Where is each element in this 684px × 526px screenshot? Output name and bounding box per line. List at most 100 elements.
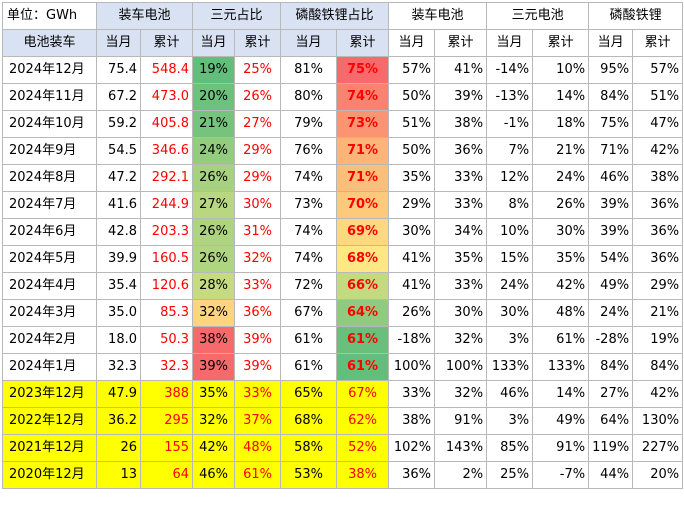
cell-installed-cumulative: 203.3 (139, 218, 194, 246)
cell-ternary-share-month: 38% (192, 326, 236, 354)
cell-installed-month: 47.9 (96, 380, 141, 408)
cell-installed-yoy-cumulative: 2% (434, 461, 488, 489)
cell-ternary-share-month: 26% (192, 245, 236, 273)
cell-lfp-share-month: 80% (280, 83, 338, 111)
cell-lfp-share-cumulative: 62% (336, 407, 390, 435)
cell-installed-month: 35.0 (96, 299, 141, 327)
row-date: 2024年8月 (2, 164, 97, 192)
row-date: 2024年7月 (2, 191, 97, 219)
cell-lfp-share-cumulative: 64% (336, 299, 390, 327)
cell-ternary-yoy-cumulative: 26% (532, 191, 590, 219)
sub-header: 累计 (139, 29, 194, 57)
cell-installed-month: 32.3 (96, 353, 141, 381)
cell-installed-yoy-cumulative: 91% (434, 407, 488, 435)
cell-installed-cumulative: 405.8 (139, 110, 194, 138)
cell-lfp-share-cumulative: 52% (336, 434, 390, 462)
cell-lfp-share-month: 74% (280, 218, 338, 246)
cell-installed-cumulative: 85.3 (139, 299, 194, 327)
table-row: 2024年6月 42.8 203.3 26% 31% 74% 69% 30% 34% 10% 30%… (2, 218, 684, 246)
cell-lfp-yoy-month: 64% (588, 407, 634, 435)
cell-installed-month: 36.2 (96, 407, 141, 435)
cell-lfp-share-month: 79% (280, 110, 338, 138)
table-row: 2021年12月 26 155 42% 48% 58% 52% 102% 143% 85% 91% 1… (2, 434, 684, 462)
row-date: 2023年12月 (2, 380, 97, 408)
cell-ternary-yoy-month: -1% (486, 110, 534, 138)
cell-ternary-yoy-cumulative: 24% (532, 164, 590, 192)
cell-ternary-yoy-month: 46% (486, 380, 534, 408)
cell-installed-cumulative: 32.3 (139, 353, 194, 381)
cell-ternary-yoy-cumulative: 14% (532, 83, 590, 111)
cell-installed-yoy-month: 38% (388, 407, 436, 435)
cell-lfp-share-cumulative: 70% (336, 191, 390, 219)
cell-lfp-yoy-month: -28% (588, 326, 634, 354)
cell-lfp-yoy-month: 71% (588, 137, 634, 165)
cell-lfp-yoy-cumulative: 36% (632, 191, 684, 219)
cell-installed-cumulative: 295 (139, 407, 194, 435)
cell-installed-month: 47.2 (96, 164, 141, 192)
cell-ternary-share-cumulative: 48% (234, 434, 282, 462)
cell-lfp-yoy-month: 46% (588, 164, 634, 192)
cell-lfp-yoy-cumulative: 36% (632, 245, 684, 273)
cell-installed-yoy-month: 30% (388, 218, 436, 246)
sub-header: 当月 (96, 29, 141, 57)
table-row: 2024年12月 75.4 548.4 19% 25% 81% 75% 57% 41% -14% 1… (2, 56, 684, 84)
cell-ternary-share-cumulative: 29% (234, 164, 282, 192)
cell-lfp-yoy-cumulative: 21% (632, 299, 684, 327)
cell-installed-cumulative: 50.3 (139, 326, 194, 354)
sub-header: 累计 (234, 29, 282, 57)
cell-lfp-yoy-cumulative: 42% (632, 137, 684, 165)
cell-lfp-share-cumulative: 38% (336, 461, 390, 489)
cell-installed-month: 54.5 (96, 137, 141, 165)
table-row: 2024年8月 47.2 292.1 26% 29% 74% 71% 35% 33% 12% 24%… (2, 164, 684, 192)
cell-lfp-yoy-cumulative: 19% (632, 326, 684, 354)
cell-ternary-yoy-month: 15% (486, 245, 534, 273)
table-row: 2024年9月 54.5 346.6 24% 29% 76% 71% 50% 36% 7% 21% 7… (2, 137, 684, 165)
cell-ternary-yoy-cumulative: 18% (532, 110, 590, 138)
cell-ternary-share-month: 21% (192, 110, 236, 138)
cell-installed-yoy-cumulative: 143% (434, 434, 488, 462)
cell-ternary-share-cumulative: 36% (234, 299, 282, 327)
row-date: 2024年3月 (2, 299, 97, 327)
cell-ternary-share-month: 20% (192, 83, 236, 111)
cell-lfp-share-month: 65% (280, 380, 338, 408)
row-date: 2024年10月 (2, 110, 97, 138)
cell-ternary-yoy-month: 24% (486, 272, 534, 300)
table-row: 2024年3月 35.0 85.3 32% 36% 67% 64% 26% 30% 30% 48% 2… (2, 299, 684, 327)
cell-ternary-share-cumulative: 33% (234, 272, 282, 300)
cell-ternary-share-month: 46% (192, 461, 236, 489)
cell-ternary-share-cumulative: 39% (234, 326, 282, 354)
row-date: 2024年1月 (2, 353, 97, 381)
table-row: 2020年12月 13 64 46% 61% 53% 38% 36% 2% 25% -7% 44% 20… (2, 461, 684, 489)
cell-lfp-yoy-cumulative: 227% (632, 434, 684, 462)
cell-lfp-share-month: 61% (280, 353, 338, 381)
cell-ternary-yoy-cumulative: 48% (532, 299, 590, 327)
row-date: 2024年5月 (2, 245, 97, 273)
table-row: 2024年4月 35.4 120.6 28% 33% 72% 66% 41% 33% 24% 42%… (2, 272, 684, 300)
cell-ternary-share-month: 24% (192, 137, 236, 165)
cell-installed-yoy-month: 51% (388, 110, 436, 138)
cell-installed-yoy-cumulative: 33% (434, 191, 488, 219)
cell-installed-yoy-cumulative: 33% (434, 272, 488, 300)
cell-ternary-yoy-cumulative: 133% (532, 353, 590, 381)
sub-header: 当月 (588, 29, 634, 57)
cell-lfp-share-cumulative: 69% (336, 218, 390, 246)
cell-lfp-share-month: 68% (280, 407, 338, 435)
row-date: 2020年12月 (2, 461, 97, 489)
cell-installed-yoy-month: 29% (388, 191, 436, 219)
group-header-installed: 装车电池 (95, 2, 194, 30)
row-date: 2024年2月 (2, 326, 97, 354)
cell-installed-yoy-cumulative: 39% (434, 83, 488, 111)
cell-lfp-yoy-month: 27% (588, 380, 634, 408)
row-label-header: 电池装车 (2, 29, 97, 57)
cell-installed-yoy-cumulative: 30% (434, 299, 488, 327)
cell-lfp-yoy-month: 44% (588, 461, 634, 489)
cell-lfp-share-cumulative: 61% (336, 326, 390, 354)
cell-lfp-yoy-cumulative: 57% (632, 56, 684, 84)
cell-installed-yoy-cumulative: 32% (434, 326, 488, 354)
cell-installed-month: 67.2 (96, 83, 141, 111)
cell-ternary-yoy-month: 10% (486, 218, 534, 246)
cell-ternary-share-cumulative: 37% (234, 407, 282, 435)
group-header-ternary-growth: 三元电池 (486, 2, 590, 30)
cell-ternary-yoy-month: 133% (486, 353, 534, 381)
cell-installed-yoy-month: 57% (388, 56, 436, 84)
